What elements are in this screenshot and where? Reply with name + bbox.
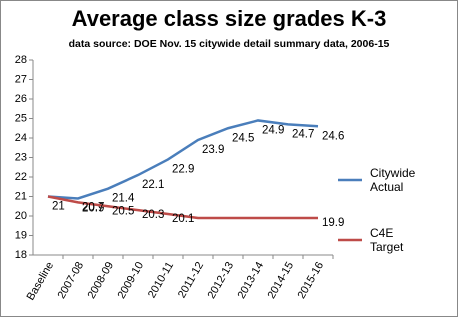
- data-label: 23.9: [202, 144, 224, 156]
- data-label: 22.1: [142, 179, 164, 191]
- data-label: 24.6: [322, 130, 344, 142]
- y-tick-label: 25: [15, 112, 27, 124]
- y-tick-label: 23: [15, 151, 27, 163]
- data-label: 19.9: [322, 217, 344, 229]
- chart-title: Average class size grades K-3: [72, 6, 387, 31]
- y-tick-label: 26: [15, 93, 27, 105]
- y-tick-label: 18: [15, 249, 27, 261]
- chart-subtitle: data source: DOE Nov. 15 citywide detail…: [69, 38, 390, 50]
- series-line: [47, 195, 318, 220]
- y-tick-label: 20: [15, 210, 27, 222]
- series-line: [47, 119, 319, 200]
- data-label: 24.9: [262, 124, 284, 136]
- legend-label: C4E Target: [370, 226, 404, 254]
- data-label: 20.1: [172, 213, 194, 225]
- legend-label: Citywide Actual: [370, 166, 416, 194]
- y-tick-label: 28: [15, 54, 27, 66]
- data-label: 24.7: [292, 128, 314, 140]
- y-tick-label: 27: [15, 73, 27, 85]
- y-tick-label: 22: [15, 171, 27, 183]
- data-label: 21.4: [112, 193, 135, 205]
- data-label: 20.5: [112, 205, 134, 217]
- data-label: 21: [52, 201, 65, 213]
- y-tick-label: 24: [15, 132, 27, 144]
- y-tick-label: 21: [15, 190, 27, 202]
- data-label: 20.7: [82, 201, 104, 213]
- data-label: 22.9: [172, 163, 194, 175]
- data-label: 20.3: [142, 209, 164, 221]
- data-label: 24.5: [232, 132, 254, 144]
- y-tick-label: 19: [15, 229, 27, 241]
